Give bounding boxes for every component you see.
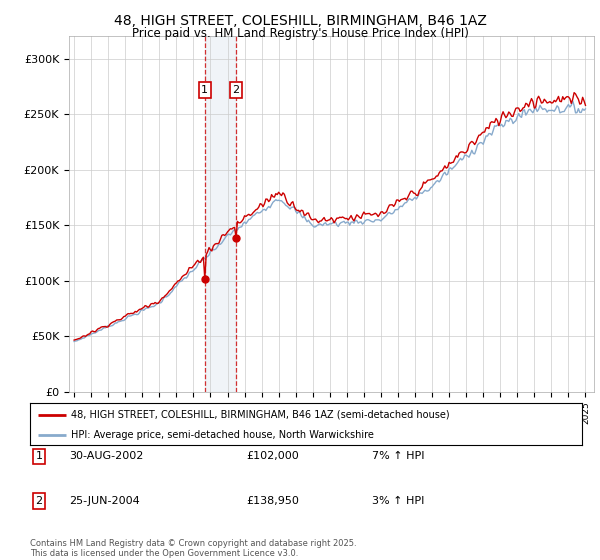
Text: 30-AUG-2002: 30-AUG-2002 xyxy=(69,451,143,461)
Text: 7% ↑ HPI: 7% ↑ HPI xyxy=(372,451,425,461)
Text: 48, HIGH STREET, COLESHILL, BIRMINGHAM, B46 1AZ (semi-detached house): 48, HIGH STREET, COLESHILL, BIRMINGHAM, … xyxy=(71,410,450,420)
Text: 2: 2 xyxy=(232,85,239,95)
Text: 25-JUN-2004: 25-JUN-2004 xyxy=(69,496,140,506)
Text: 2: 2 xyxy=(35,496,43,506)
Text: Price paid vs. HM Land Registry's House Price Index (HPI): Price paid vs. HM Land Registry's House … xyxy=(131,27,469,40)
Text: 48, HIGH STREET, COLESHILL, BIRMINGHAM, B46 1AZ: 48, HIGH STREET, COLESHILL, BIRMINGHAM, … xyxy=(113,14,487,28)
Text: £102,000: £102,000 xyxy=(246,451,299,461)
Text: HPI: Average price, semi-detached house, North Warwickshire: HPI: Average price, semi-detached house,… xyxy=(71,430,374,440)
Text: 1: 1 xyxy=(201,85,208,95)
Text: 1: 1 xyxy=(35,451,43,461)
Text: 3% ↑ HPI: 3% ↑ HPI xyxy=(372,496,424,506)
Text: Contains HM Land Registry data © Crown copyright and database right 2025.
This d: Contains HM Land Registry data © Crown c… xyxy=(30,539,356,558)
Bar xyxy=(205,36,236,392)
Text: £138,950: £138,950 xyxy=(246,496,299,506)
